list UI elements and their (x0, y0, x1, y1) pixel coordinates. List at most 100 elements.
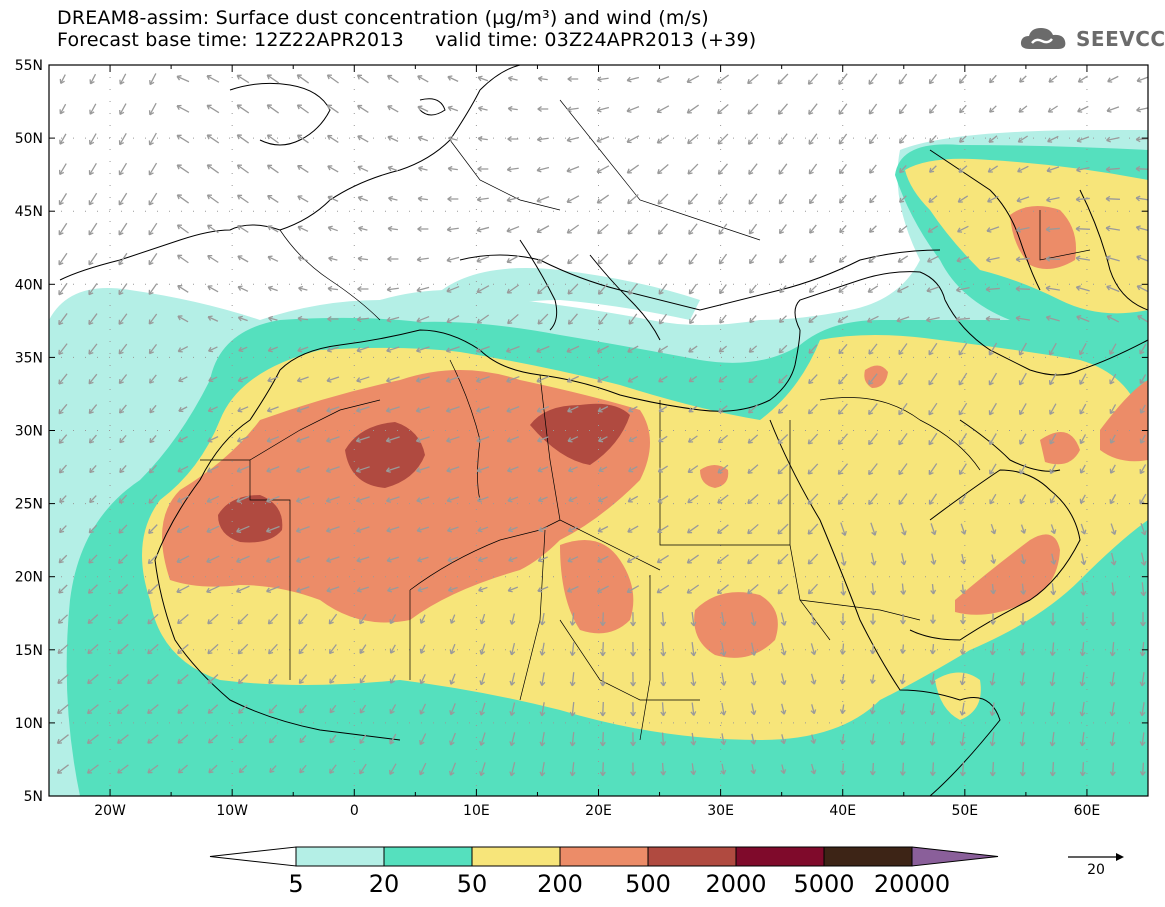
wind-arrow (870, 613, 876, 625)
wind-arrow (266, 134, 279, 144)
wind-arrow (957, 195, 969, 203)
wind-arrow (1049, 464, 1057, 475)
wind-arrow (748, 375, 758, 384)
wind-arrow (447, 75, 459, 82)
wind-arrow (900, 522, 907, 536)
colorbar-label: 5000 (793, 870, 854, 898)
wind-arrow (807, 403, 818, 415)
lat-tick-label: 20N (15, 570, 43, 586)
wind-arrow (88, 404, 98, 415)
wind-arrow (870, 583, 877, 596)
wind-arrow (237, 224, 249, 233)
wind-arrow (748, 163, 758, 175)
wind-arrow (837, 433, 849, 445)
wind-arrow (1079, 732, 1086, 747)
wind-arrow (720, 733, 727, 746)
wind-arrow (749, 315, 757, 324)
wind-arrow (569, 672, 576, 687)
wind-arrow (870, 552, 877, 566)
wind-arrow (479, 732, 486, 746)
wind-arrow (88, 192, 98, 206)
wind-arrow (537, 586, 549, 593)
wind-arrow (1136, 255, 1148, 262)
wind-arrow (657, 193, 669, 205)
wind-arrow (326, 376, 340, 383)
wind-arrow (539, 612, 546, 626)
wind-arrow (657, 525, 669, 534)
wind-arrow (807, 553, 819, 565)
wind-arrow (748, 193, 758, 205)
wind-arrow (626, 555, 639, 563)
wind-arrow (57, 614, 68, 624)
wind-arrow (958, 433, 968, 446)
wind-arrow (808, 133, 818, 145)
wind-arrow (690, 732, 697, 746)
wind-arrow (88, 313, 98, 326)
wind-arrow (88, 554, 98, 564)
wind-arrow (958, 402, 968, 416)
wind-arrow (627, 375, 639, 383)
wind-arrow (237, 643, 249, 655)
wind-arrow (298, 285, 308, 292)
wind-arrow (1075, 255, 1091, 262)
wind-arrow (597, 496, 608, 503)
wind-arrow (296, 134, 309, 144)
wind-arrow (415, 376, 430, 383)
wind-arrow (385, 436, 400, 443)
wind-arrow (810, 704, 817, 715)
wind-arrow (297, 255, 308, 262)
wind-arrow (1047, 135, 1059, 143)
wind-arrow (929, 165, 937, 173)
wind-arrow (808, 285, 817, 293)
wind-arrow (928, 432, 938, 446)
wind-arrow (927, 225, 939, 233)
wind-arrow (325, 526, 340, 533)
wind-arrow (1077, 105, 1089, 113)
wind-arrow (449, 614, 456, 624)
wind-arrow (717, 464, 729, 474)
wind-arrow (567, 556, 579, 563)
wind-arrow (898, 493, 908, 505)
colorbar-under-triangle (209, 846, 297, 867)
wind-arrow (445, 406, 460, 413)
wind-arrow (597, 375, 609, 383)
wind-arrow (869, 164, 877, 174)
wind-arrow (1045, 255, 1061, 262)
wind-arrow (928, 493, 938, 505)
wind-arrow (599, 701, 606, 717)
wind-arrow (1075, 225, 1090, 232)
wind-arrow (206, 134, 220, 144)
wind-arrow (658, 435, 668, 443)
wind-arrow (356, 74, 369, 84)
wind-arrow (118, 222, 128, 236)
wind-arrow (807, 433, 819, 445)
wind-arrow (88, 163, 97, 176)
wind-arrow (988, 135, 998, 143)
wind-arrow (596, 106, 610, 113)
wind-arrow (778, 374, 788, 384)
wind-arrow (118, 283, 128, 296)
wind-arrow (720, 612, 727, 627)
wind-arrow (838, 164, 847, 175)
wind-arrow (1079, 672, 1086, 687)
wind-arrow (479, 673, 486, 686)
wind-arrow (236, 495, 250, 503)
wind-arrow (118, 162, 128, 176)
wind-arrow (777, 463, 789, 475)
wind-arrow (176, 164, 190, 174)
wind-arrow (840, 552, 847, 566)
wind-arrow (118, 192, 128, 206)
wind-arrow (537, 466, 549, 473)
wind-arrow (177, 674, 189, 685)
wind-arrow (147, 553, 159, 565)
wind-arrow (207, 674, 219, 685)
wind-arrow (88, 434, 97, 444)
wind-arrow (119, 434, 127, 444)
wind-arrow (389, 644, 396, 654)
wind-arrow (687, 494, 699, 504)
wind-arrow (419, 644, 426, 654)
wind-arrow (329, 764, 337, 774)
wind-arrow (355, 496, 370, 503)
wind-arrow (1139, 732, 1146, 746)
wind-arrow (718, 345, 728, 353)
